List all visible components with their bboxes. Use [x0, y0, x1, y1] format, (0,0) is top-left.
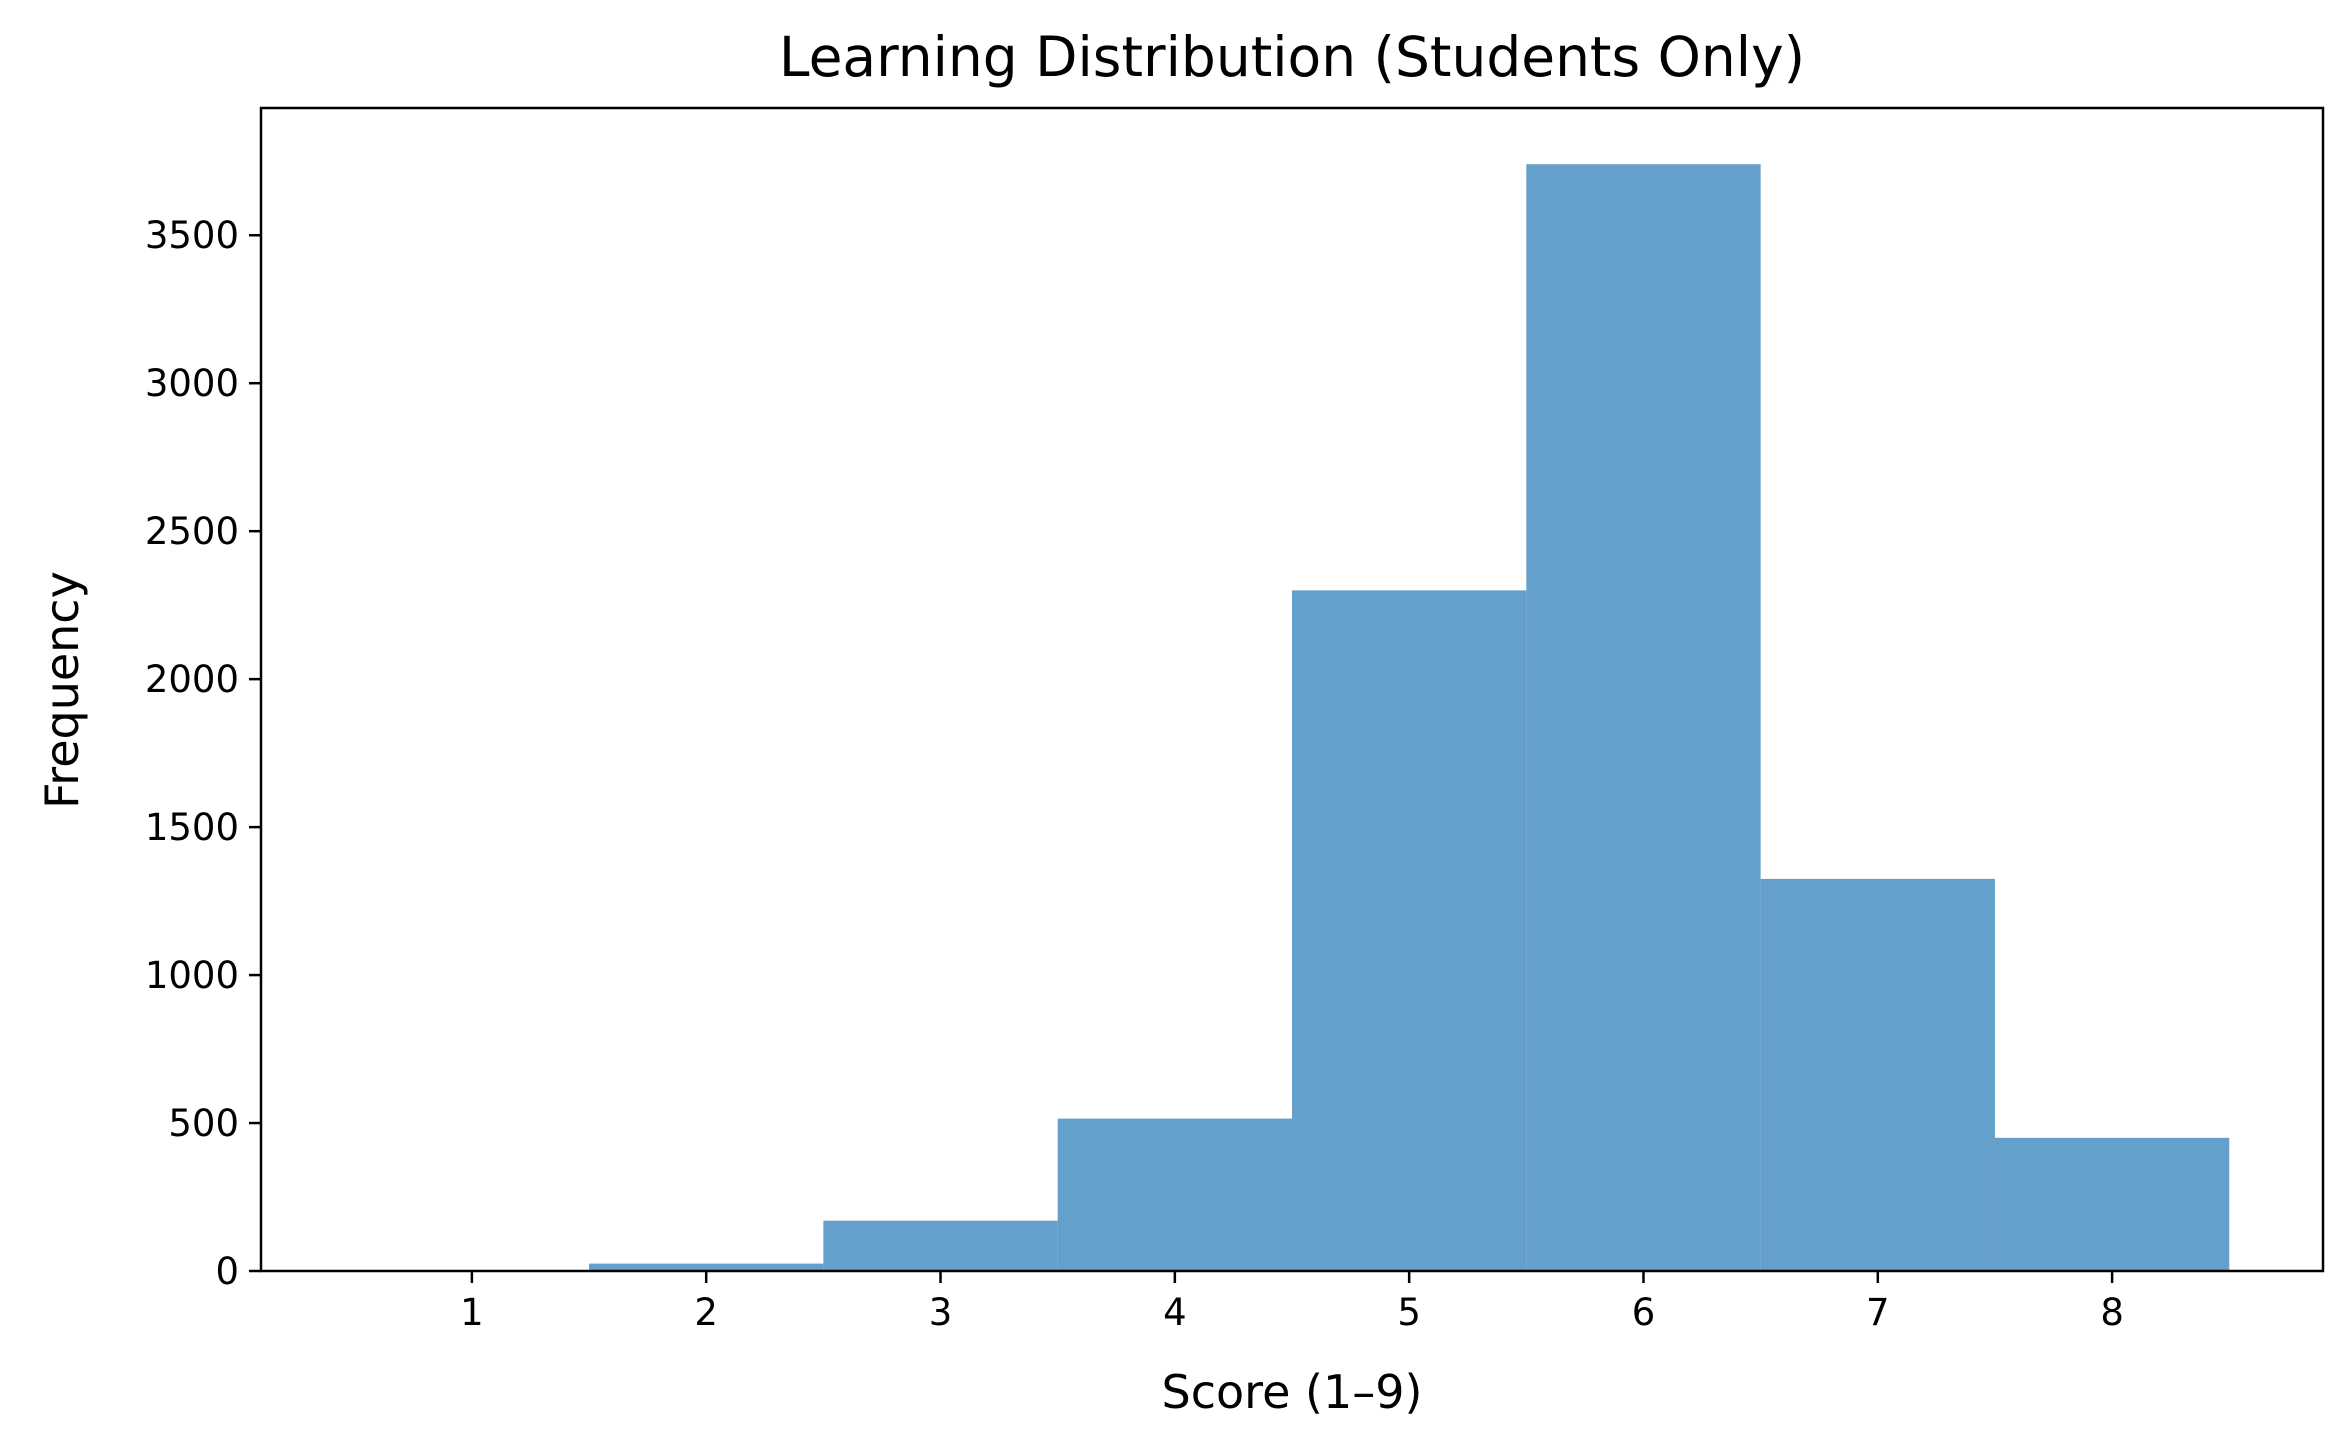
bar-score-8	[1994, 1137, 2230, 1271]
x-tick-label: 1	[460, 1291, 484, 1334]
bar-score-6	[1526, 164, 1761, 1272]
x-tick-label: 3	[929, 1291, 953, 1334]
y-tick-label: 0	[215, 1250, 239, 1293]
y-tick-label: 2000	[145, 658, 239, 701]
y-tick-label: 3000	[145, 362, 239, 405]
y-axis-title: Frequency	[35, 571, 89, 809]
bar-score-5	[1292, 590, 1527, 1271]
y-tick-label: 2500	[145, 510, 239, 553]
chart-title: Learning Distribution (Students Only)	[779, 25, 1805, 89]
x-tick-label: 8	[2100, 1291, 2124, 1334]
x-tick-label: 7	[1866, 1291, 1890, 1334]
y-tick-label: 1000	[145, 954, 239, 997]
y-axis: 0 500 1000 1500 2000 2500 3000 3500	[145, 214, 261, 1293]
x-tick-label: 6	[1632, 1291, 1656, 1334]
plot-frame	[259, 106, 2325, 1273]
bar-score-7	[1760, 878, 1995, 1271]
bars-layer	[589, 164, 2230, 1272]
y-tick-label: 1500	[145, 806, 239, 849]
y-tick-label: 3500	[145, 214, 239, 257]
bar-score-4	[1057, 1118, 1292, 1271]
x-tick-label: 2	[694, 1291, 718, 1334]
y-tick-label: 500	[168, 1102, 239, 1145]
bar-score-2	[589, 1263, 824, 1271]
x-tick-label: 4	[1163, 1291, 1187, 1334]
bar-score-3	[823, 1220, 1058, 1271]
x-axis-title: Score (1–9)	[1162, 1365, 1423, 1419]
x-axis: 1 2 3 4 5 6 7 8	[460, 1271, 2124, 1334]
x-tick-label: 5	[1397, 1291, 1421, 1334]
